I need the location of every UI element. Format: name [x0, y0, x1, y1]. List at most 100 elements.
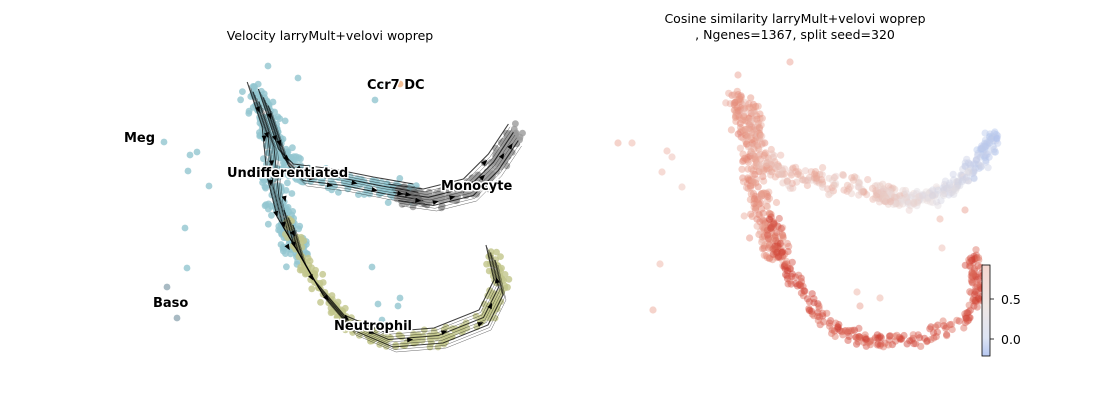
cosine-cell [738, 165, 746, 173]
cosine-cell [869, 336, 878, 344]
cosine-cell [965, 301, 973, 309]
cosine-cell [769, 218, 777, 226]
cosine-cell [739, 150, 747, 158]
undifferentiated-cell [328, 186, 336, 194]
cosine-cell [940, 191, 948, 200]
cosine-cell [759, 189, 767, 197]
cosine-cell [948, 325, 956, 334]
cosine-cell [788, 258, 796, 266]
cosine-outlier-cell [936, 215, 944, 223]
cosine-cell [815, 304, 823, 312]
cosine-cell [920, 191, 928, 199]
cosine-cell [913, 197, 921, 205]
neutrophil-cell [493, 248, 500, 256]
velocity-arrow [479, 174, 486, 181]
cosine-cell [812, 172, 821, 180]
cosine-cell [875, 194, 883, 202]
label-ccr7-dc: Ccr7 DC [367, 78, 425, 93]
undifferentiated-cell [276, 115, 284, 122]
cosine-cell [970, 252, 978, 260]
cosine-cell [779, 248, 787, 256]
cosine-cell [971, 255, 979, 263]
stream-undifferentiated-to-monocyte [261, 94, 417, 190]
outlier-cell [183, 264, 191, 272]
stream-monocyte [390, 126, 511, 193]
velocity-arrow [261, 135, 267, 142]
cosine-cell [934, 202, 942, 210]
cosine-cell [776, 253, 784, 261]
undifferentiated-cell [283, 263, 290, 271]
cosine-cell [812, 172, 821, 180]
undifferentiated-cell [396, 175, 404, 182]
neutrophil-cell [462, 319, 470, 327]
cosine-cell [811, 168, 820, 176]
cosine-cell [759, 168, 767, 176]
cosine-cell [910, 198, 918, 207]
cosine-cell [736, 119, 744, 127]
cosine-cell [964, 159, 973, 167]
cosine-cell [967, 256, 975, 265]
cosine-cell [791, 273, 800, 281]
cosine-cell [742, 117, 751, 125]
cosine-cell [879, 191, 888, 199]
cosine-cell [810, 174, 818, 182]
undifferentiated-cell [237, 96, 245, 104]
monocyte-cell [503, 162, 511, 170]
cosine-cell [964, 168, 972, 176]
cosine-cell [747, 210, 755, 218]
cosine-cell [882, 194, 890, 202]
cosine-cell [884, 187, 892, 195]
cosine-cell [808, 310, 816, 318]
cosine-cell [871, 334, 880, 342]
cosine-cell [889, 184, 897, 192]
cosine-cell [965, 316, 973, 324]
cosine-cell [990, 148, 998, 156]
cosine-cell [755, 135, 763, 143]
cosine-cell [763, 191, 771, 199]
cosine-cell [882, 197, 890, 206]
cosine-cell [795, 281, 803, 289]
cosine-cell [823, 309, 831, 317]
cosine-cell [771, 242, 779, 250]
cosine-cell [947, 189, 955, 197]
cosine-cell [762, 252, 770, 260]
cosine-cell [893, 199, 901, 207]
cosine-cell [774, 239, 782, 247]
velocity-arrow [268, 160, 274, 167]
cosine-cell [778, 170, 786, 178]
cosine-cell [985, 136, 994, 145]
cosine-cell [747, 119, 756, 127]
cosine-cell [751, 170, 759, 179]
cosine-cell [831, 332, 839, 341]
cosine-cell [927, 323, 935, 331]
cosine-cell [931, 323, 940, 331]
cosine-cell [983, 141, 991, 149]
cosine-cell [914, 198, 922, 206]
cosine-cell [977, 163, 985, 171]
cosine-cell [961, 159, 969, 167]
cosine-cell [834, 323, 842, 331]
cosine-cell [745, 114, 753, 122]
monocyte-cell [498, 139, 505, 147]
cosine-cell [889, 200, 898, 209]
cosine-cell [785, 182, 793, 190]
cosine-cell [750, 152, 758, 160]
cosine-cell [744, 104, 752, 112]
cosine-cell [748, 115, 757, 123]
stream-monocyte [391, 129, 512, 195]
cosine-cell [750, 195, 759, 203]
cosine-cell [779, 252, 787, 260]
cosine-cell [732, 112, 740, 120]
cosine-cell [772, 198, 781, 207]
cosine-cell [925, 189, 933, 197]
cosine-cell [968, 278, 976, 286]
cosine-cell [749, 100, 758, 108]
cosine-cell [968, 169, 977, 177]
cosine-cell [891, 193, 899, 201]
cosine-cell [815, 302, 823, 310]
cosine-cell [908, 336, 916, 344]
velocity-arrow [477, 322, 484, 327]
cosine-cell [747, 121, 755, 129]
cosine-cell [754, 183, 762, 191]
monocyte-cell [409, 203, 417, 211]
